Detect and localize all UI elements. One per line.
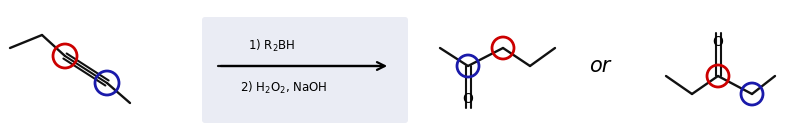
Text: 2) H$_2$O$_2$, NaOH: 2) H$_2$O$_2$, NaOH	[240, 80, 327, 96]
Text: O: O	[462, 92, 473, 106]
Text: 1) R$_2$BH: 1) R$_2$BH	[248, 38, 296, 54]
FancyBboxPatch shape	[202, 17, 408, 123]
Text: or: or	[589, 56, 611, 76]
Text: O: O	[713, 35, 723, 49]
